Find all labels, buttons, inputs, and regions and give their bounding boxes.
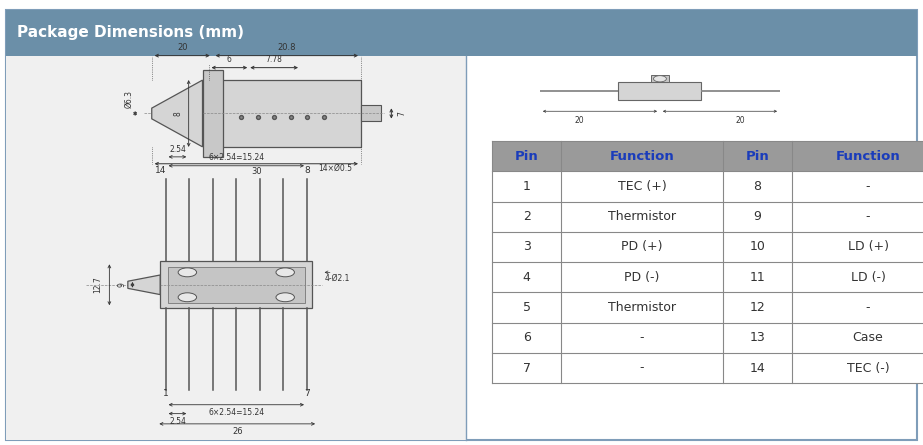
Bar	[492, 292, 923, 323]
Text: 20: 20	[574, 116, 584, 125]
Text: 12.7: 12.7	[93, 276, 102, 293]
Text: -: -	[866, 180, 870, 193]
Text: PD (+): PD (+)	[621, 240, 663, 254]
Text: 11: 11	[749, 271, 765, 284]
Bar	[492, 323, 923, 353]
Text: PD (-): PD (-)	[624, 271, 660, 284]
Text: 4: 4	[522, 271, 531, 284]
Text: 6×2.54=15.24: 6×2.54=15.24	[209, 409, 264, 417]
Text: 14: 14	[749, 361, 765, 375]
Text: Function: Function	[835, 150, 901, 163]
Text: LD (-): LD (-)	[851, 271, 885, 284]
Text: 20.8: 20.8	[278, 43, 296, 52]
Text: 5: 5	[522, 301, 531, 314]
Text: -: -	[866, 210, 870, 223]
Text: 12: 12	[749, 301, 765, 314]
Polygon shape	[151, 80, 202, 147]
Text: -: -	[640, 361, 644, 375]
Text: 2: 2	[522, 210, 531, 223]
Text: Package Dimensions (mm): Package Dimensions (mm)	[17, 24, 244, 40]
Bar	[492, 353, 923, 383]
Text: Thermistor: Thermistor	[608, 301, 676, 314]
Bar	[209, 80, 361, 147]
Circle shape	[653, 76, 666, 82]
Text: 14: 14	[155, 166, 167, 175]
Circle shape	[178, 293, 197, 302]
Text: LD (+): LD (+)	[847, 240, 889, 254]
Text: 8: 8	[304, 166, 310, 175]
Bar	[202, 70, 222, 157]
Bar	[492, 141, 923, 171]
Text: 9: 9	[753, 210, 761, 223]
Text: Case: Case	[853, 331, 883, 344]
Text: 2.54: 2.54	[169, 417, 186, 426]
Text: Ø6.3: Ø6.3	[125, 90, 133, 108]
Bar	[6, 10, 917, 56]
Text: 8: 8	[753, 180, 761, 193]
Bar	[618, 82, 701, 100]
Circle shape	[178, 268, 197, 277]
Text: 30: 30	[251, 167, 261, 176]
Bar	[492, 202, 923, 232]
Circle shape	[276, 293, 294, 302]
Bar	[6, 56, 466, 440]
Text: 20: 20	[177, 43, 187, 52]
Text: 6: 6	[227, 55, 232, 64]
Text: 6×2.54=15.24: 6×2.54=15.24	[209, 153, 264, 162]
Bar	[492, 171, 923, 202]
Bar	[361, 105, 381, 121]
Text: 13: 13	[749, 331, 765, 344]
Text: 3: 3	[522, 240, 531, 254]
Bar	[160, 261, 312, 308]
Circle shape	[276, 268, 294, 277]
Text: Pin: Pin	[515, 150, 538, 163]
Text: -: -	[866, 301, 870, 314]
Polygon shape	[127, 275, 160, 295]
Text: 7: 7	[398, 111, 407, 116]
Text: TEC (-): TEC (-)	[846, 361, 890, 375]
Text: TEC (+): TEC (+)	[617, 180, 666, 193]
Text: -: -	[640, 331, 644, 344]
Text: 7: 7	[304, 389, 310, 398]
Text: Function: Function	[609, 150, 675, 163]
Bar	[492, 262, 923, 292]
Text: 26: 26	[232, 427, 243, 437]
Bar	[167, 267, 305, 303]
Bar	[492, 232, 923, 262]
Text: 6: 6	[522, 331, 531, 344]
Text: 7.78: 7.78	[266, 55, 282, 64]
Text: 2.54: 2.54	[169, 145, 186, 154]
Text: 14×Ø0.5: 14×Ø0.5	[318, 163, 352, 173]
Text: Pin: Pin	[746, 150, 769, 163]
Text: 4-Ø2.1: 4-Ø2.1	[325, 273, 350, 282]
Text: 10: 10	[749, 240, 765, 254]
Bar	[651, 75, 669, 82]
Text: 1: 1	[162, 389, 169, 398]
Text: 20: 20	[736, 116, 746, 125]
Text: 8: 8	[174, 111, 182, 116]
Text: 7: 7	[522, 361, 531, 375]
Text: 1: 1	[522, 180, 531, 193]
Text: 9: 9	[118, 283, 126, 287]
Text: Thermistor: Thermistor	[608, 210, 676, 223]
